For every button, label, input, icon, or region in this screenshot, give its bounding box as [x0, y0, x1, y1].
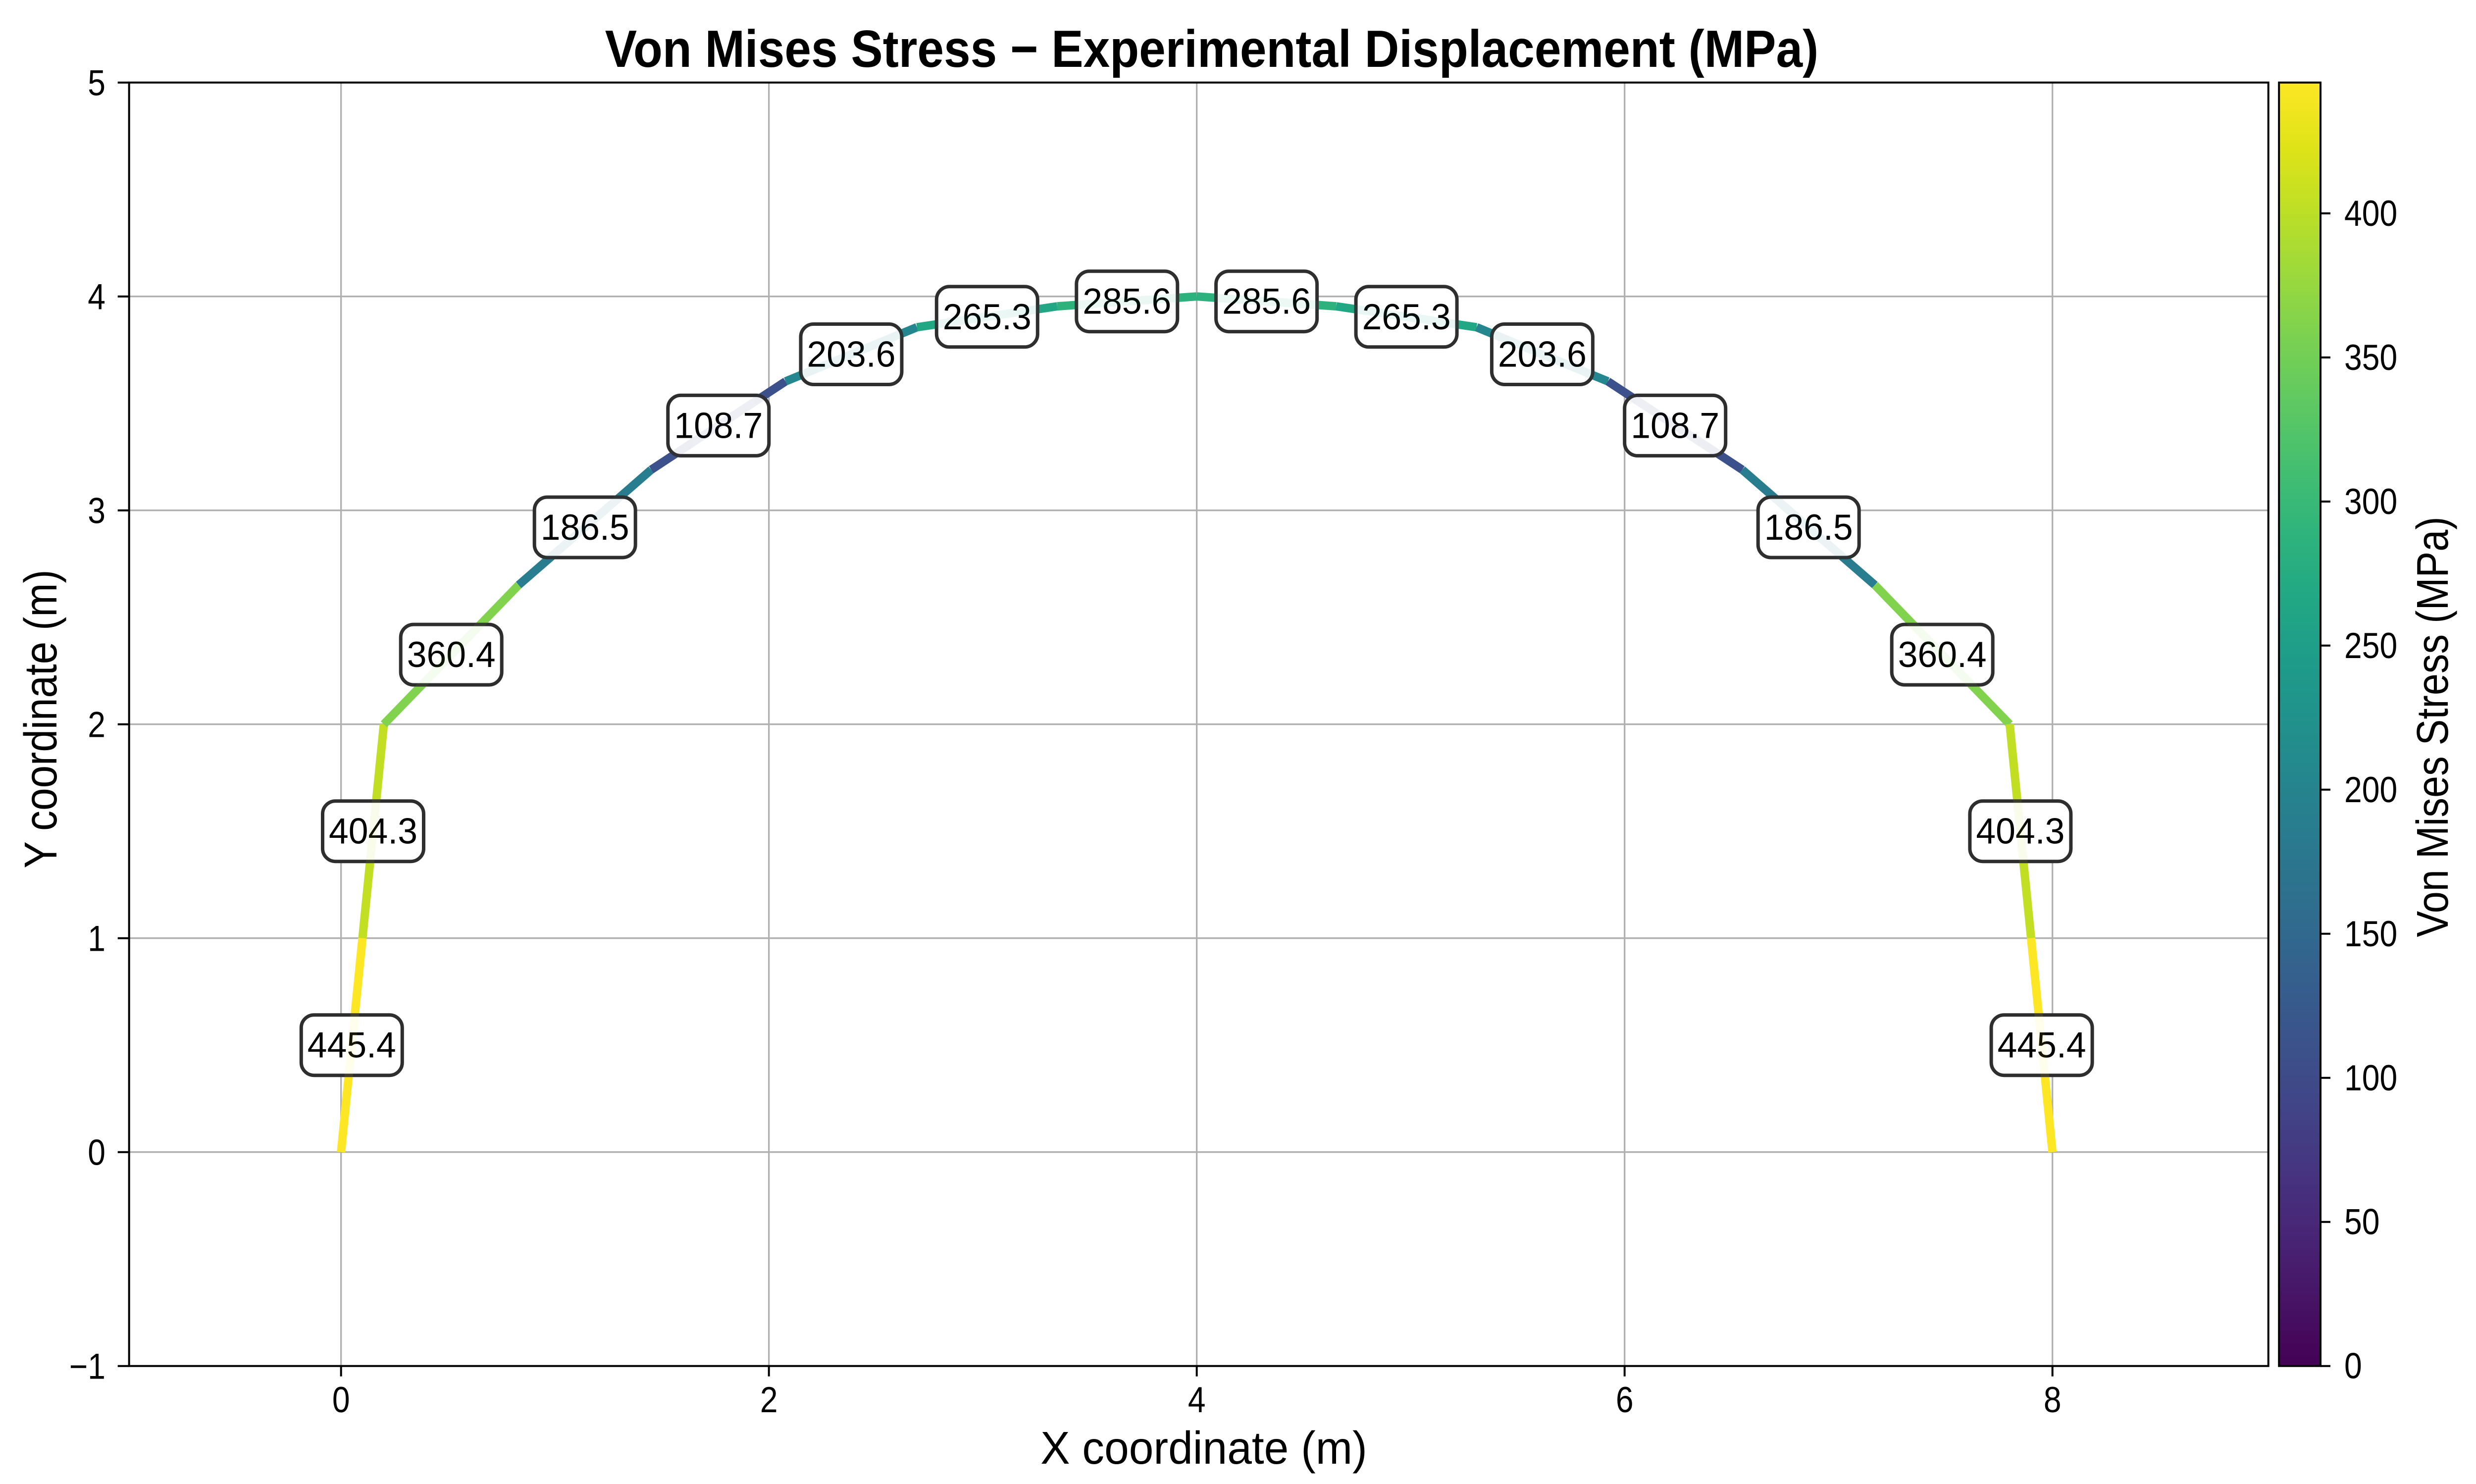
- svg-text:100: 100: [2344, 1058, 2397, 1098]
- svg-text:108.7: 108.7: [674, 406, 763, 446]
- svg-text:X coordinate (m): X coordinate (m): [1040, 1422, 1367, 1474]
- svg-text:6: 6: [1616, 1380, 1634, 1420]
- svg-text:285.6: 285.6: [1222, 282, 1311, 322]
- svg-text:3: 3: [88, 491, 105, 531]
- svg-text:5: 5: [88, 63, 105, 103]
- svg-text:186.5: 186.5: [1764, 508, 1853, 548]
- svg-text:360.4: 360.4: [407, 635, 496, 675]
- svg-text:404.3: 404.3: [1976, 812, 2064, 852]
- svg-text:50: 50: [2344, 1202, 2379, 1242]
- svg-text:2: 2: [88, 705, 105, 745]
- svg-text:350: 350: [2344, 337, 2397, 378]
- svg-text:0: 0: [2344, 1346, 2362, 1386]
- svg-text:285.6: 285.6: [1083, 282, 1171, 322]
- svg-text:150: 150: [2344, 914, 2397, 954]
- svg-text:360.4: 360.4: [1898, 635, 1987, 675]
- svg-text:Y coordinate (m): Y coordinate (m): [15, 569, 66, 868]
- svg-text:400: 400: [2344, 193, 2397, 234]
- svg-text:200: 200: [2344, 769, 2397, 810]
- svg-text:−1: −1: [69, 1346, 105, 1387]
- svg-text:1: 1: [88, 919, 105, 959]
- svg-text:4: 4: [1188, 1380, 1206, 1420]
- svg-text:203.6: 203.6: [807, 335, 895, 375]
- svg-text:265.3: 265.3: [943, 297, 1032, 337]
- svg-text:8: 8: [2044, 1380, 2062, 1420]
- svg-text:250: 250: [2344, 625, 2397, 666]
- svg-text:108.7: 108.7: [1631, 406, 1719, 446]
- svg-text:404.3: 404.3: [329, 812, 417, 852]
- svg-text:300: 300: [2344, 481, 2397, 522]
- svg-text:0: 0: [332, 1380, 350, 1420]
- svg-text:203.6: 203.6: [1498, 335, 1587, 375]
- svg-text:445.4: 445.4: [308, 1025, 396, 1066]
- svg-text:4: 4: [88, 277, 105, 317]
- svg-text:Von Mises Stress (MPa): Von Mises Stress (MPa): [2407, 516, 2457, 937]
- svg-text:445.4: 445.4: [1998, 1025, 2086, 1066]
- svg-text:2: 2: [760, 1380, 778, 1420]
- svg-text:265.3: 265.3: [1362, 297, 1451, 337]
- svg-text:186.5: 186.5: [541, 508, 629, 548]
- svg-text:Von Mises Stress − Experimenta: Von Mises Stress − Experimental Displace…: [605, 20, 1818, 78]
- svg-text:0: 0: [88, 1132, 105, 1173]
